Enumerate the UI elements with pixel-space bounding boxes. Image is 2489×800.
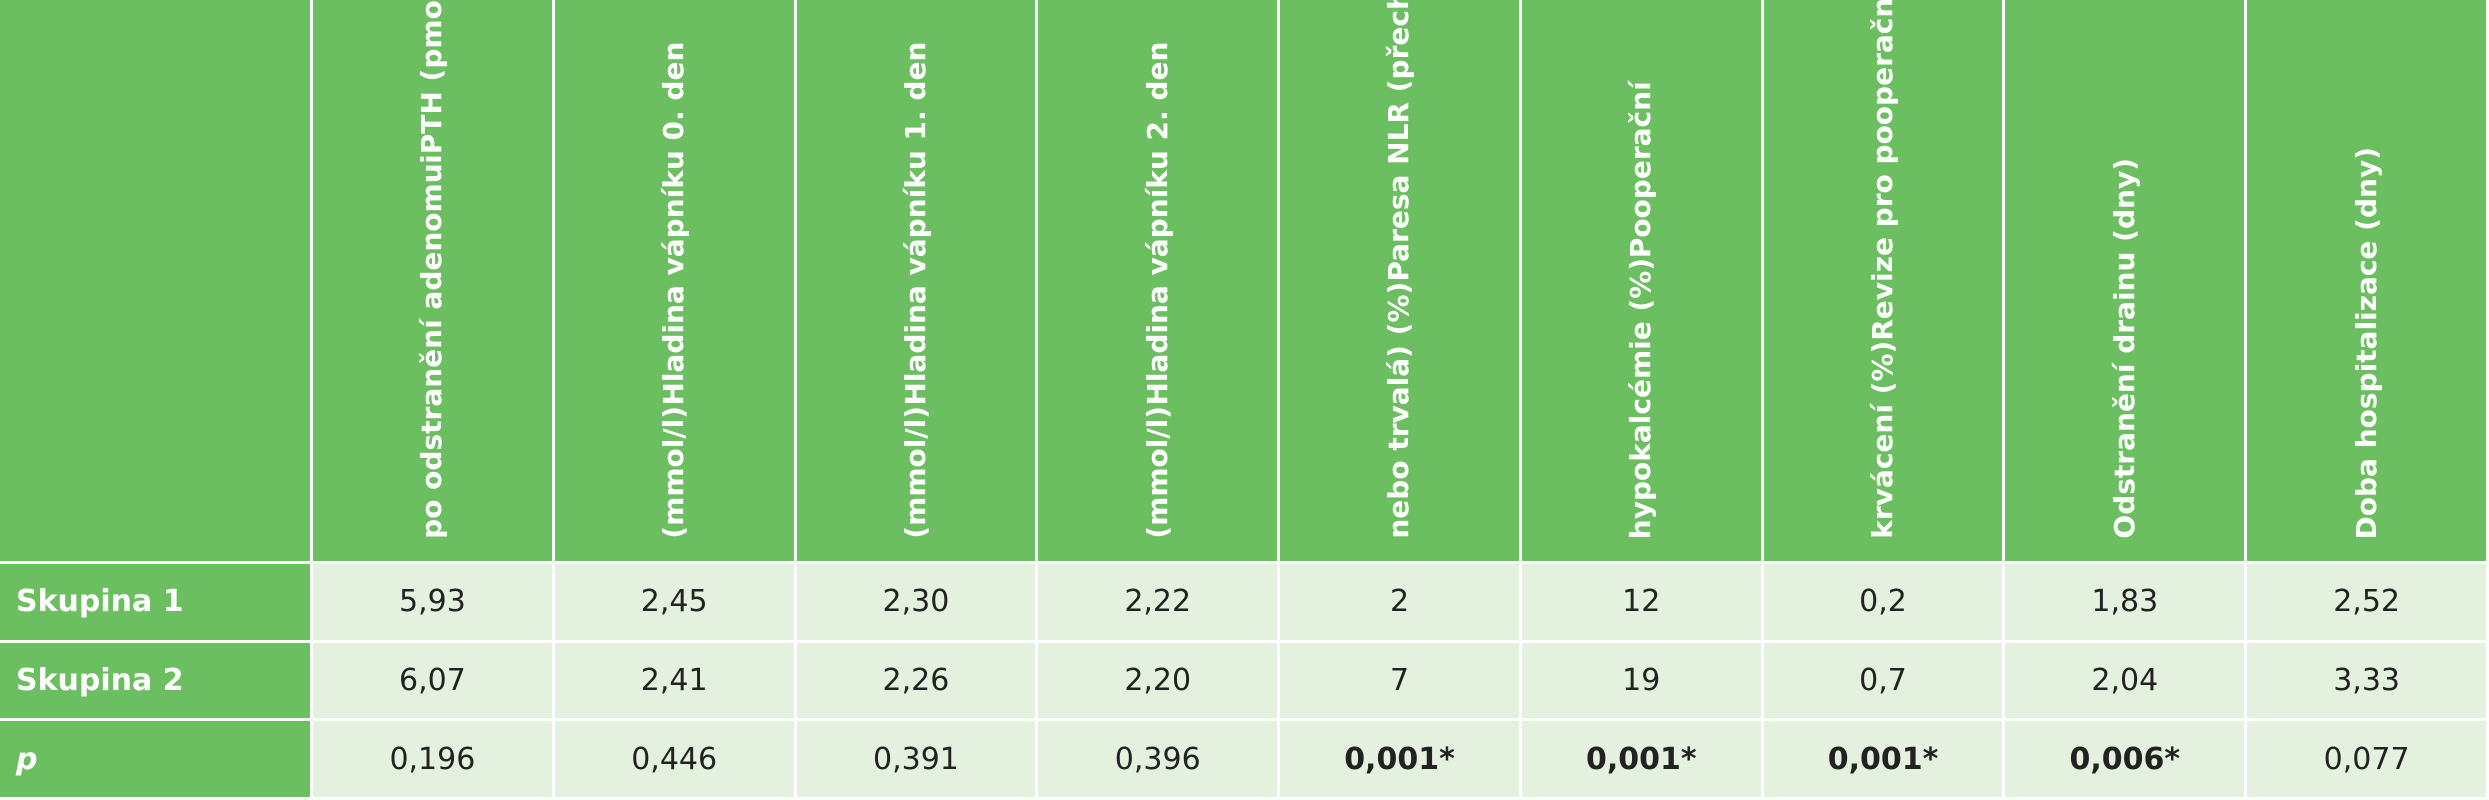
row-label: Skupina 2 (0, 642, 310, 719)
cell-value: 0,446 (554, 721, 794, 797)
header-text: iPTH (pmol/l) 10 minutpo odstranění aden… (313, 0, 552, 539)
cell-value: 0,001* (1763, 721, 2003, 797)
cell-value: 2,26 (796, 642, 1036, 719)
header-lines: Hladina vápníku 2. den (mmol/l) (1137, 42, 1179, 539)
cell-value: 2,04 (2005, 642, 2245, 719)
column-header: Hladina vápníku 0. den (mmol/l) (554, 0, 794, 561)
cell-value: 2 (1280, 564, 1519, 640)
cell-value: 2,22 (1038, 564, 1278, 640)
cell-value: 2,45 (554, 564, 794, 640)
column-header: Pooperační hypokalcémie (%) (1521, 0, 1761, 561)
cell-value: 2,30 (796, 564, 1036, 640)
column-header: Doba hospitalizace (dny) (2247, 0, 2486, 561)
cell-value: 0,006* (2005, 721, 2245, 797)
header-lines: Hladina vápníku 0. den (mmol/l) (653, 42, 695, 539)
cell-value: 6,07 (313, 642, 552, 719)
header-line: hypokalcémie (%) (1624, 257, 1658, 539)
cell-value: 5,93 (313, 564, 552, 640)
cell-value: 0,2 (1763, 564, 2003, 640)
column-header: Odstranění drainu (dny) (2005, 0, 2245, 561)
header-line: Paresa NLR (přechodná (1382, 0, 1416, 283)
header-line: Revize pro pooperační (1866, 0, 1900, 341)
cell-value: 0,396 (1038, 721, 1278, 797)
header-line: Hladina vápníku 1. den (898, 42, 932, 407)
header-corner (0, 0, 310, 561)
header-text: Hladina vápníku 1. den (mmol/l) (797, 42, 1036, 539)
cell-value: 7 (1280, 642, 1519, 719)
header-line: Hladina vápníku 0. den (657, 42, 691, 407)
cell-value: 2,52 (2247, 564, 2486, 640)
cell-value: 2,41 (554, 642, 794, 719)
header-text: Odstranění drainu (dny) (2005, 158, 2244, 539)
header-text: Doba hospitalizace (dny) (2247, 147, 2486, 539)
column-header: Hladina vápníku 2. den (mmol/l) (1038, 0, 1278, 561)
cell-value: 2,20 (1038, 642, 1278, 719)
header-line: (mmol/l) (1140, 406, 1174, 539)
header-text: Hladina vápníku 2. den (mmol/l) (1038, 42, 1277, 539)
header-lines: Paresa NLR (přechodná nebo trvalá) (%) (1378, 0, 1420, 539)
header-text: Revize pro pooperační krvácení (%) (1764, 0, 2003, 539)
header-lines: Revize pro pooperační krvácení (%) (1862, 0, 1904, 539)
column-header: iPTH (pmol/l) 10 minutpo odstranění aden… (313, 0, 552, 561)
cell-value: 0,001* (1280, 721, 1519, 797)
header-text: Pooperační hypokalcémie (%) (1522, 81, 1761, 539)
cell-value: 12 (1521, 564, 1761, 640)
row-label: p (0, 721, 310, 797)
header-text: Paresa NLR (přechodná nebo trvalá) (%) (1280, 0, 1519, 539)
header-line: Doba hospitalizace (dny) (2349, 146, 2383, 539)
cell-value: 3,33 (2247, 642, 2486, 719)
cell-value: 0,391 (796, 721, 1036, 797)
header-line: iPTH (pmol/l) 10 minut (411, 0, 453, 164)
cell-value: 0,001* (1521, 721, 1761, 797)
header-lines: Hladina vápníku 1. den (mmol/l) (895, 42, 937, 539)
header-line: (mmol/l) (657, 406, 691, 539)
header-line: Odstranění drainu (dny) (2107, 158, 2141, 539)
header-line: Pooperační (1624, 80, 1658, 258)
header-line: nebo trvalá) (%) (1382, 282, 1416, 539)
header-text: Hladina vápníku 0. den (mmol/l) (555, 42, 794, 539)
header-lines: iPTH (pmol/l) 10 minutpo odstranění aden… (411, 0, 453, 539)
header-lines: Odstranění drainu (dny) (2104, 158, 2146, 539)
header-lines: Pooperační hypokalcémie (%) (1620, 81, 1662, 539)
column-header: Hladina vápníku 1. den (mmol/l) (796, 0, 1036, 561)
header-lines: Doba hospitalizace (dny) (2346, 147, 2388, 539)
header-line: po odstranění adenomu (415, 163, 449, 539)
cell-value: 0,196 (313, 721, 552, 797)
header-line: (mmol/l) (898, 406, 932, 539)
header-line: krvácení (%) (1866, 340, 1900, 539)
cell-value: 19 (1521, 642, 1761, 719)
header-line: Hladina vápníku 2. den (1140, 42, 1174, 407)
cell-value: 1,83 (2005, 564, 2245, 640)
cell-value: 0,077 (2247, 721, 2486, 797)
column-header: Paresa NLR (přechodná nebo trvalá) (%) (1280, 0, 1519, 561)
column-header: Revize pro pooperační krvácení (%) (1763, 0, 2003, 561)
row-label: Skupina 1 (0, 564, 310, 640)
cell-value: 0,7 (1763, 642, 2003, 719)
